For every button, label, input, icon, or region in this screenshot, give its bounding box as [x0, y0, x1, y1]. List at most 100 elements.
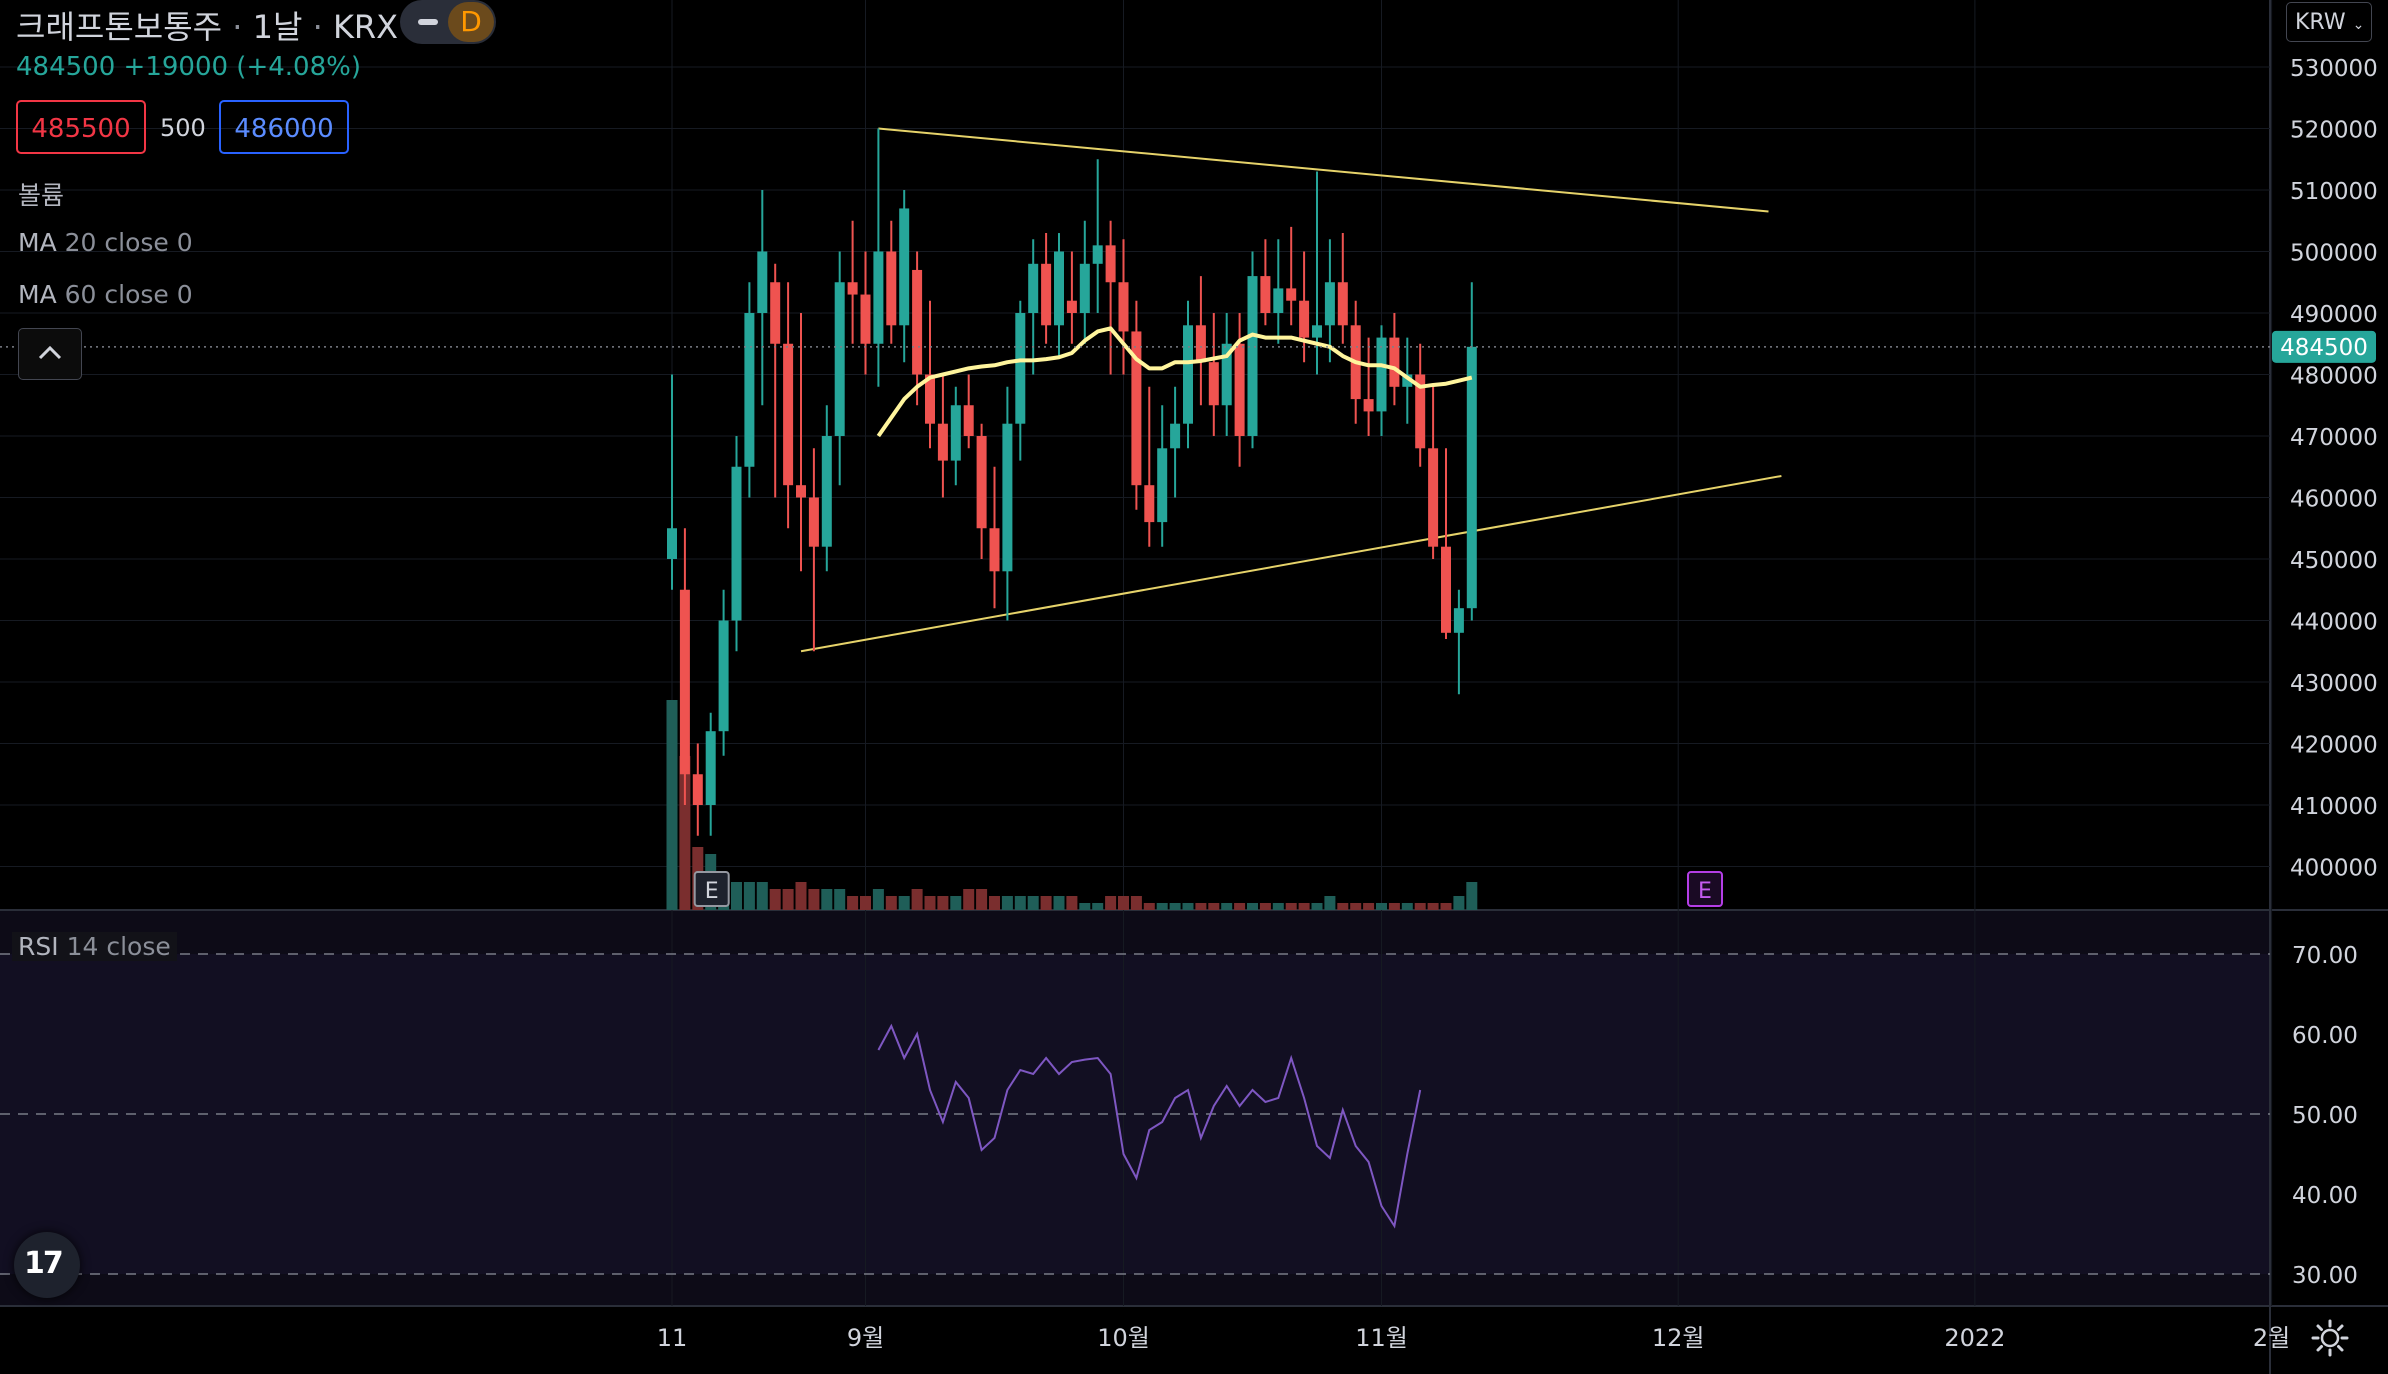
candle-body — [705, 731, 716, 805]
candle-body — [1286, 288, 1297, 301]
rsi-indicator-label[interactable]: RSI 14 close — [12, 932, 177, 961]
candle-body — [1299, 300, 1310, 338]
currency-selector[interactable]: KRW ⌄ — [2286, 2, 2372, 42]
volume-bar — [1182, 903, 1194, 910]
time-tick-label: 11 — [657, 1324, 688, 1352]
price-change-pct: (+4.08%) — [236, 52, 361, 82]
candle-body — [1131, 331, 1142, 486]
symbol-name[interactable]: 크래프톤보통주 — [16, 8, 223, 46]
price-tick-label: 500000 — [2290, 241, 2378, 267]
volume-bar — [1143, 903, 1155, 910]
candle-body — [1234, 343, 1245, 436]
candle-body — [679, 589, 690, 775]
ma-line — [876, 326, 1473, 438]
candle-body — [899, 208, 910, 326]
market-status-toggle[interactable]: D — [400, 0, 496, 44]
last-price: 484500 — [16, 52, 116, 82]
rsi-line — [877, 1023, 1422, 1229]
time-tick-label: 12월 — [1652, 1324, 1705, 1352]
volume-bar — [1234, 903, 1246, 910]
volume-bar — [1453, 896, 1465, 910]
volume-bar — [1079, 903, 1091, 910]
candle-body — [925, 374, 935, 424]
price-tick-label: 480000 — [2290, 364, 2378, 390]
candle-body — [731, 466, 742, 621]
volume-indicator-label[interactable]: 볼륨 — [18, 181, 65, 210]
volume-bar — [756, 882, 768, 910]
price-tick-label: 450000 — [2290, 548, 2378, 574]
volume-bar — [1350, 903, 1362, 910]
sell-price-button[interactable]: 485500 — [16, 100, 146, 154]
price-tick-label: 510000 — [2290, 179, 2378, 205]
price-change: +19000 — [123, 52, 229, 82]
volume-bar — [924, 896, 936, 910]
candle-body — [1247, 276, 1258, 436]
buy-price-button[interactable]: 486000 — [219, 100, 349, 154]
interval-label[interactable]: 1날 — [252, 8, 303, 46]
volume-bar — [976, 889, 988, 910]
candle-body — [1453, 608, 1464, 633]
ma20-indicator-label[interactable]: MA 20 close 0 — [18, 228, 193, 257]
symbol-title[interactable]: 크래프톤보통주 · 1날 · KRX — [16, 8, 399, 46]
candle-body — [667, 528, 677, 559]
delayed-badge[interactable]: D — [448, 2, 494, 42]
minus-icon — [418, 19, 438, 25]
chevron-up-icon — [38, 345, 62, 360]
trendline — [878, 127, 1769, 213]
volume-bar — [1259, 903, 1271, 910]
volume-bar — [872, 889, 884, 910]
candle-body — [1466, 346, 1477, 609]
spread-value: 500 — [160, 114, 206, 142]
settings-gear-icon[interactable] — [2310, 1318, 2350, 1358]
candle-body — [757, 251, 768, 313]
rsi-name: RSI — [18, 932, 59, 961]
volume-bar — [989, 896, 1000, 910]
volume-bar — [1298, 903, 1310, 910]
volume-bar — [1156, 903, 1168, 910]
ma20-name: MA — [18, 228, 57, 257]
volume-bar — [1195, 903, 1207, 910]
earnings-marker-label: E — [705, 879, 719, 904]
volume-bar — [1208, 903, 1220, 910]
volume-bar — [1001, 896, 1013, 910]
exchange-label: KRX — [332, 8, 399, 46]
candle-body — [1428, 448, 1439, 547]
price-tick-label: 420000 — [2290, 733, 2378, 759]
time-tick-label: 11월 — [1355, 1324, 1408, 1352]
currency-label: KRW — [2295, 10, 2346, 35]
candle-body — [1363, 399, 1374, 412]
candle-body — [847, 282, 858, 295]
candle-body — [860, 294, 871, 344]
candle-body — [744, 313, 755, 467]
candle-body — [989, 528, 1000, 572]
price-tick-label: 440000 — [2290, 610, 2378, 636]
volume-bar — [1324, 896, 1336, 910]
candle-body — [1324, 282, 1335, 326]
candle-body — [1092, 245, 1103, 264]
candle-body — [783, 343, 794, 486]
candle-body — [1118, 282, 1129, 332]
candle-body — [950, 405, 961, 461]
chevron-down-icon: ⌄ — [2352, 17, 2365, 33]
tradingview-logo[interactable]: 17 — [14, 1232, 80, 1298]
rsi-params: 14 close — [66, 932, 171, 961]
volume-bar — [1466, 882, 1478, 910]
candle-body — [1157, 448, 1168, 523]
candle-body — [834, 282, 845, 436]
candle-body — [937, 423, 948, 461]
tv-logo-icon: 17 — [24, 1246, 64, 1281]
ma20-params: 20 close 0 — [64, 228, 193, 257]
volume-bar — [1040, 896, 1052, 910]
volume-bar — [1311, 903, 1323, 910]
volume-bar — [1272, 903, 1284, 910]
price-tick-label: 470000 — [2290, 425, 2378, 451]
candle-body — [886, 251, 897, 326]
candle-body — [1337, 282, 1348, 326]
collapse-legend-button[interactable] — [18, 328, 82, 380]
candles — [667, 128, 1477, 836]
volume-bar — [1414, 903, 1426, 910]
ma60-indicator-label[interactable]: MA 60 close 0 — [18, 280, 193, 309]
